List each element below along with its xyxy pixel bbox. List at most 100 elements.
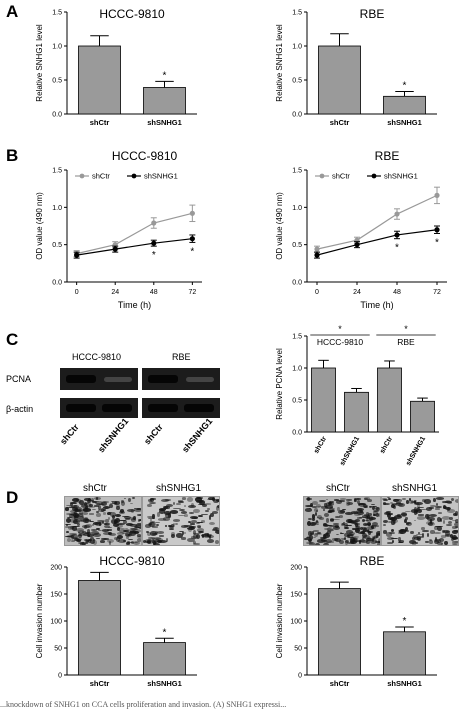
cell-cluster bbox=[156, 538, 164, 542]
cell-cluster bbox=[103, 506, 111, 510]
cell-cluster bbox=[71, 497, 79, 503]
cell-cluster bbox=[91, 508, 96, 511]
cell-cluster bbox=[347, 534, 354, 537]
cell-cluster bbox=[316, 516, 320, 518]
cell-cluster bbox=[367, 530, 371, 536]
cell-cluster bbox=[69, 506, 75, 508]
cell-cluster bbox=[327, 529, 331, 534]
cell-cluster bbox=[338, 499, 346, 503]
cell-cluster bbox=[352, 539, 358, 542]
cell-cluster bbox=[87, 500, 95, 502]
cell-cluster bbox=[339, 531, 343, 534]
significance-mark: * bbox=[163, 627, 167, 638]
cell-cluster bbox=[78, 516, 84, 522]
cell-cluster bbox=[442, 505, 448, 510]
cell-cluster bbox=[375, 506, 379, 510]
chart-title: HCCC-9810 bbox=[99, 554, 165, 568]
cell-cluster bbox=[136, 536, 141, 538]
cell-cluster bbox=[404, 517, 409, 520]
cell-cluster bbox=[103, 522, 110, 525]
cell-cluster bbox=[376, 513, 379, 517]
bar bbox=[311, 367, 336, 433]
cell-cluster bbox=[92, 539, 96, 541]
cell-cluster bbox=[211, 529, 215, 531]
data-point bbox=[434, 227, 440, 233]
cell-cluster bbox=[374, 541, 380, 543]
significance-mark: * bbox=[395, 243, 399, 254]
cell-cluster bbox=[385, 510, 391, 513]
cell-cluster bbox=[411, 537, 415, 540]
x-tick-label: shSNHG1 bbox=[147, 679, 182, 688]
cell-cluster bbox=[69, 501, 78, 505]
cell-cluster bbox=[169, 527, 175, 530]
cell-cluster bbox=[130, 541, 133, 543]
group-label: HCCC-9810 bbox=[317, 337, 364, 347]
cell-cluster bbox=[377, 538, 380, 543]
cell-cluster bbox=[382, 523, 386, 526]
cell-cluster bbox=[90, 497, 94, 502]
cell-cluster bbox=[351, 535, 359, 538]
cell-cluster bbox=[82, 532, 89, 537]
cell-cluster bbox=[159, 535, 164, 537]
cell-cluster bbox=[345, 512, 353, 516]
cell-cluster bbox=[432, 497, 437, 502]
cell-cluster bbox=[308, 534, 314, 540]
cell-cluster bbox=[188, 521, 191, 524]
legend-marker bbox=[371, 173, 377, 179]
invasion-image-rbe-shctr bbox=[303, 496, 381, 546]
cell-cluster bbox=[319, 499, 326, 503]
cell-cluster bbox=[122, 515, 129, 517]
cell-cluster bbox=[346, 536, 354, 539]
cell-cluster bbox=[325, 498, 328, 501]
cell-cluster bbox=[191, 536, 197, 539]
cell-cluster bbox=[363, 497, 370, 500]
cell-cluster bbox=[389, 502, 393, 505]
cell-cluster bbox=[88, 513, 95, 515]
cell-cluster bbox=[436, 538, 441, 544]
cell-cluster bbox=[437, 512, 442, 514]
cell-cluster bbox=[345, 524, 352, 527]
chart-c-pcna: 0.0 0.5 1.0 1.5 Relative PCNA level shCtr shSN… bbox=[275, 324, 439, 467]
cell-cluster bbox=[319, 517, 325, 521]
cell-cluster bbox=[65, 525, 71, 529]
cell-cluster bbox=[452, 512, 457, 516]
cell-cluster bbox=[360, 526, 363, 531]
cell-cluster bbox=[148, 537, 155, 539]
legend-marker bbox=[79, 173, 85, 179]
cell-cluster bbox=[100, 538, 109, 540]
cell-cluster bbox=[107, 526, 113, 528]
y-tick-label: 200 bbox=[290, 565, 302, 572]
cell-cluster bbox=[401, 497, 407, 500]
cell-cluster bbox=[133, 526, 141, 529]
cell-cluster bbox=[84, 542, 89, 544]
cell-cluster bbox=[116, 522, 125, 526]
cell-cluster bbox=[424, 540, 430, 543]
cell-cluster bbox=[312, 536, 317, 539]
bar bbox=[383, 631, 426, 676]
cell-cluster bbox=[350, 537, 358, 540]
data-point bbox=[74, 252, 80, 258]
cell-cluster bbox=[77, 498, 81, 504]
cell-cluster bbox=[387, 512, 392, 518]
cell-cluster bbox=[309, 539, 312, 543]
y-axis-label: Relative SNHG1 level bbox=[35, 24, 44, 102]
cell-cluster bbox=[343, 527, 349, 530]
cell-cluster bbox=[108, 541, 112, 545]
cell-cluster bbox=[315, 533, 323, 536]
cell-cluster bbox=[449, 533, 453, 538]
cell-cluster bbox=[96, 512, 101, 517]
cell-cluster bbox=[326, 527, 333, 532]
cell-cluster bbox=[420, 509, 428, 511]
cell-cluster bbox=[311, 505, 318, 509]
cell-cluster bbox=[390, 528, 395, 533]
cell-cluster bbox=[316, 514, 323, 519]
cell-cluster bbox=[77, 532, 81, 534]
y-axis-label: Relative PCNA level bbox=[275, 348, 284, 420]
x-tick-label: shSNHG1 bbox=[405, 435, 427, 467]
cell-cluster bbox=[398, 536, 401, 542]
cell-cluster bbox=[387, 537, 395, 540]
cell-cluster bbox=[95, 528, 99, 530]
cell-cluster bbox=[70, 518, 78, 523]
cell-cluster bbox=[207, 497, 215, 501]
wb-strip-actin-rbe bbox=[142, 398, 220, 418]
